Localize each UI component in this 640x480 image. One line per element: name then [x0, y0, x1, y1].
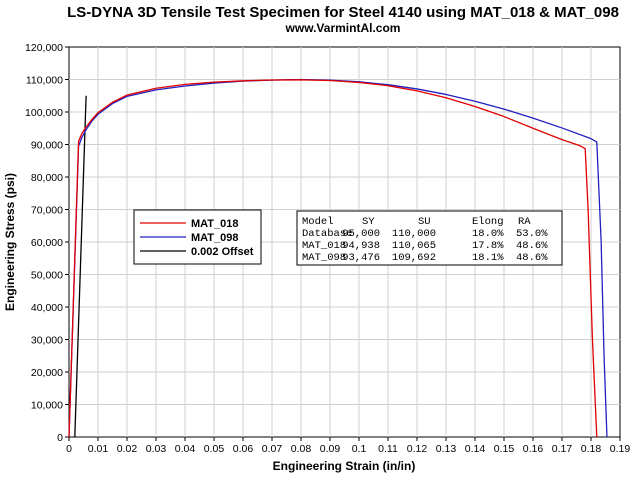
table-cell: 53.0% [516, 228, 548, 240]
legend-label-mat-018: MAT_018 [191, 218, 238, 230]
x-tick-label: 0.19 [610, 443, 631, 455]
y-axis-label: Engineering Stress (psi) [3, 173, 17, 311]
series-layer [68, 78, 608, 438]
table-cell: 95,000 [342, 228, 380, 240]
chart-subtitle: www.VarmintAl.com [285, 21, 401, 35]
x-tick-label: 0.16 [523, 443, 544, 455]
y-axis: 0 10,000 20,000 30,000 40,000 50,000 60,000 70,… [25, 42, 69, 444]
x-tick-label: 0.01 [88, 443, 109, 455]
table-cell: 18.0% [472, 228, 504, 240]
x-tick-label: 0.02 [117, 443, 138, 455]
table-cell: MAT_018 [302, 240, 346, 252]
x-tick-label: 0.15 [494, 443, 515, 455]
y-tick-label: 30,000 [31, 335, 63, 347]
table-header-cell: Elong [472, 216, 504, 228]
x-tick-label: 0.05 [204, 443, 225, 455]
table-cell: 48.6% [516, 240, 548, 252]
series-line-0-002-offset [74, 95, 87, 438]
x-axis-label: Engineering Strain (in/in) [273, 459, 416, 473]
table-cell: Database [302, 228, 352, 240]
table-cell: 17.8% [472, 240, 504, 252]
series-line-mat-018 [68, 79, 598, 438]
table-cell: 109,692 [392, 252, 436, 264]
x-tick-label: 0.03 [146, 443, 167, 455]
x-axis: 0 0.01 0.02 0.03 0.04 0.05 0.06 0.07 0.08 0.09 0.1… [66, 437, 630, 455]
x-tick-label: 0.14 [465, 443, 486, 455]
y-tick-label: 60,000 [31, 237, 63, 249]
table-header-cell: RA [518, 216, 531, 228]
y-tick-label: 0 [57, 432, 63, 444]
results-table-box [296, 210, 563, 266]
y-tick-label: 50,000 [31, 270, 63, 282]
x-tick-label: 0.18 [581, 443, 602, 455]
legend-label-offset: 0.002 Offset [191, 246, 254, 258]
y-tick-label: 10,000 [31, 400, 63, 412]
x-tick-label: 0.1 [352, 443, 367, 455]
x-tick-label: 0.12 [407, 443, 428, 455]
y-tick-label: 40,000 [31, 302, 63, 314]
x-tick-label: 0 [66, 443, 72, 455]
chart-title: LS-DYNA 3D Tensile Test Specimen for Ste… [67, 4, 619, 21]
table-header-cell: SU [418, 216, 431, 228]
table-cell: 18.1% [472, 252, 504, 264]
table-cell: 110,000 [392, 228, 436, 240]
table-header-cell: SY [362, 216, 375, 228]
table-cell: 110,065 [392, 240, 436, 252]
y-tick-label: 120,000 [25, 42, 63, 54]
table-cell: 93,476 [342, 252, 380, 264]
x-tick-label: 0.09 [320, 443, 341, 455]
y-tick-label: 110,000 [26, 75, 63, 87]
y-tick-label: 90,000 [31, 140, 63, 152]
y-tick-label: 100,000 [25, 107, 63, 119]
table-cell: MAT_098 [302, 252, 346, 264]
x-tick-label: 0.17 [552, 443, 573, 455]
y-tick-label: 20,000 [31, 367, 63, 379]
x-tick-label: 0.04 [175, 443, 196, 455]
y-tick-label: 80,000 [31, 172, 63, 184]
x-tick-label: 0.07 [262, 443, 283, 455]
x-tick-label: 0.13 [436, 443, 457, 455]
y-tick-label: 70,000 [31, 205, 63, 217]
legend-label-mat-098: MAT_098 [191, 232, 238, 244]
x-tick-label: 0.06 [233, 443, 254, 455]
table-cell: 94,938 [342, 240, 380, 252]
table-cell: 48.6% [516, 252, 548, 264]
table-header-cell: Model [302, 216, 334, 228]
x-tick-label: 0.08 [291, 443, 312, 455]
legend: MAT_018 MAT_098 0.002 Offset [133, 209, 262, 265]
x-tick-label: 0.11 [378, 443, 398, 455]
